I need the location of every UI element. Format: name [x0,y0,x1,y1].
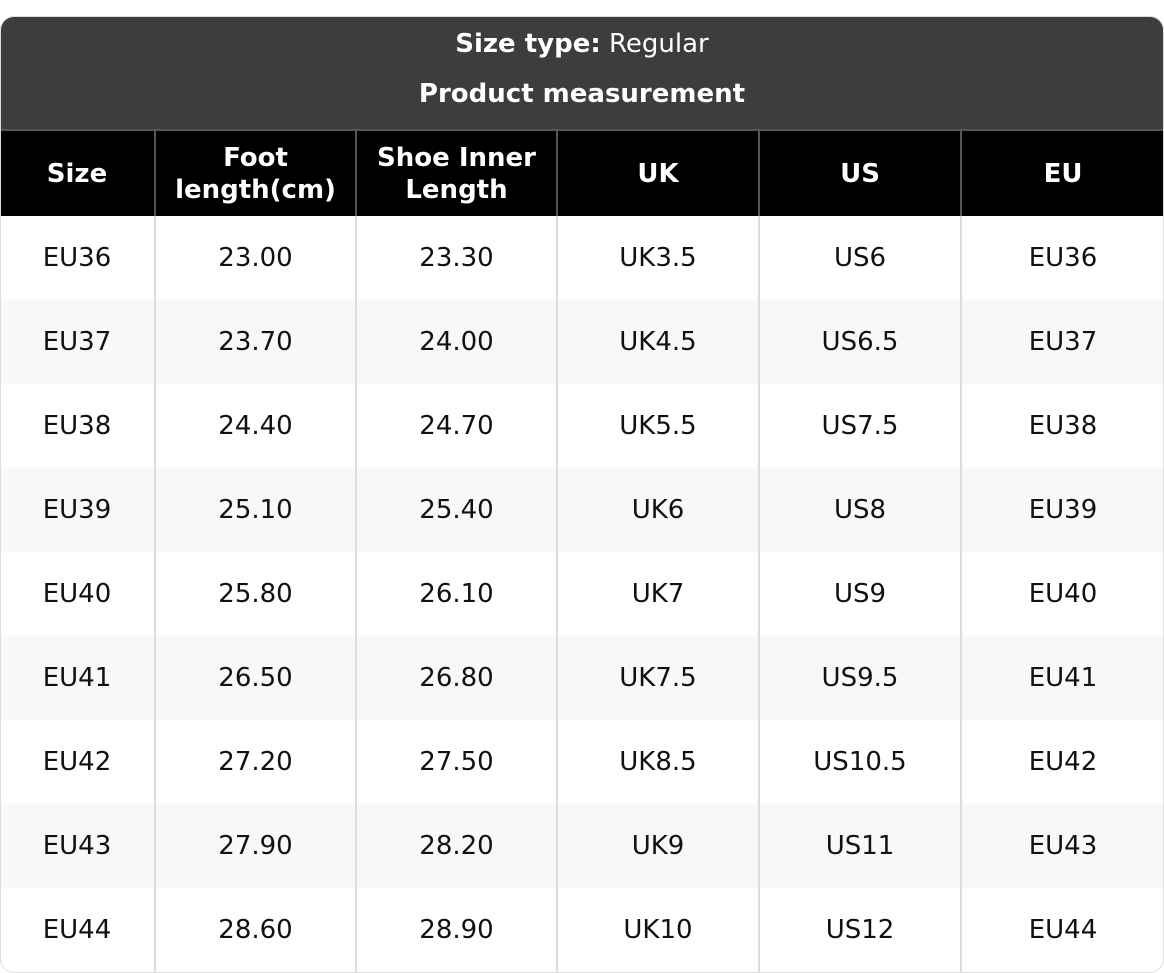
table-row: EU36 23.00 23.30 UK3.5 US6 EU36 [1,216,1163,300]
table-cell: 24.00 [355,300,557,384]
table-cell: UK8.5 [556,720,759,804]
table-row: EU44 28.60 28.90 UK10 US12 EU44 [1,888,1163,972]
size-type-label: Size type: [455,29,601,59]
table-cell: EU42 [960,720,1163,804]
table-cell: US7.5 [758,384,961,468]
table-cell: US10.5 [758,720,961,804]
table-cell: US6 [758,216,961,300]
table-cell: 27.50 [355,720,557,804]
table-cell: 23.70 [154,300,356,384]
table-cell: UK3.5 [556,216,759,300]
table-cell: 28.90 [355,888,557,972]
table-cell: 26.50 [154,636,356,720]
table-row: EU43 27.90 28.20 UK9 US11 EU43 [1,804,1163,888]
table-cell: EU39 [960,468,1163,552]
table-cell: US11 [758,804,961,888]
table-cell: UK7.5 [556,636,759,720]
size-type: Size type: Regular [1,17,1163,73]
table-cell: EU43 [1,804,155,888]
table-cell: 24.70 [355,384,557,468]
table-cell: 26.80 [355,636,557,720]
table-cell: US12 [758,888,961,972]
table-cell: EU40 [960,552,1163,636]
size-chart-header: Size type: Regular Product measurement [1,17,1163,129]
table-cell: UK5.5 [556,384,759,468]
table-cell: EU42 [42,747,112,777]
table-cell: EU44 [42,915,112,945]
table-row: EU39 25.10 25.40 UK6 US8 EU39 [1,468,1163,552]
size-table: Size Foot length(cm) Shoe Inner Length UK US… [1,129,1163,972]
table-cell: EU44 [960,888,1163,972]
chart-subtitle: Product measurement [418,79,746,109]
column-header: Shoe Inner Length [355,129,557,216]
table-cell: UK9 [556,804,759,888]
table-cell: UK7 [556,552,759,636]
column-header: UK [556,129,759,216]
table-cell: US9 [758,552,961,636]
table-cell: 24.40 [154,384,356,468]
table-cell: UK10 [556,888,759,972]
column-header: Foot length(cm) [154,129,356,216]
table-cell: EU43 [960,804,1163,888]
table-row: EU42 27.20 27.50 UK8.5 US10.5 EU42 [1,720,1163,804]
table-cell: EU40 [42,579,112,609]
table-row: EU38 24.40 24.70 UK5.5 US7.5 EU38 [1,384,1163,468]
table-cell: EU38 [960,384,1163,468]
table-header-row: Size Foot length(cm) Shoe Inner Length UK US… [1,129,1163,216]
size-chart: Size type: Regular Product measurement S… [0,16,1164,973]
column-header: US [758,129,961,216]
table-cell: 27.90 [154,804,356,888]
table-cell: EU38 [42,411,112,441]
table-cell: 26.10 [355,552,557,636]
table-cell: EU41 [1,636,155,720]
table-cell: 25.10 [154,468,356,552]
table-cell: 28.60 [154,888,356,972]
table-cell: 25.80 [154,552,356,636]
table-cell: EU37 [1,300,155,384]
table-cell: EU36 [960,216,1163,300]
size-type-value: Regular [609,29,709,59]
table-cell: UK4.5 [556,300,759,384]
table-row: EU37 23.70 24.00 UK4.5 US6.5 EU37 [1,300,1163,384]
table-cell: EU41 [960,636,1163,720]
table-cell: 27.20 [154,720,356,804]
table-cell: 28.20 [355,804,557,888]
table-cell: 23.00 [154,216,356,300]
table-cell: US8 [758,468,961,552]
table-cell: EU37 [960,300,1163,384]
column-header: Size [1,129,155,216]
column-header: EU [960,129,1163,216]
table-row: EU41 26.50 26.80 UK7.5 US9.5 EU41 [1,636,1163,720]
table-cell: US6.5 [758,300,961,384]
table-cell: 25.40 [355,468,557,552]
table-cell: US9.5 [758,636,961,720]
table-cell: EU36 [42,243,112,273]
table-cell: EU39 [1,468,155,552]
table-row: EU40 25.80 26.10 UK7 US9 EU40 [1,552,1163,636]
table-cell: 23.30 [355,216,557,300]
table-cell: UK6 [556,468,759,552]
